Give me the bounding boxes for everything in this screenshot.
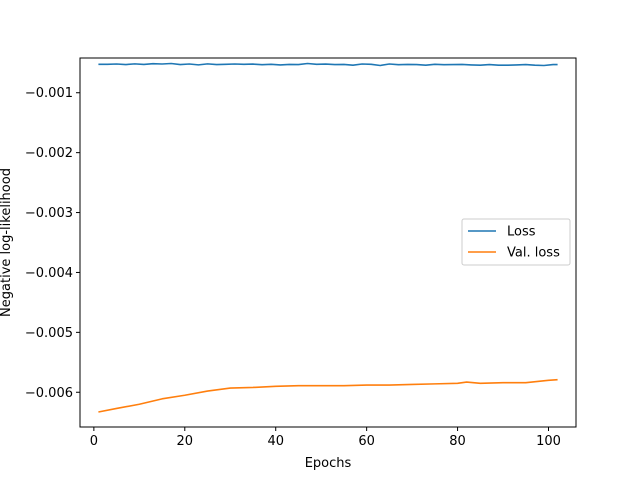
x-tick-label: 60 <box>358 434 375 449</box>
x-axis-ticks: 0 20 40 60 80 100 <box>90 427 561 449</box>
legend-label-0: Loss <box>507 225 536 240</box>
y-tick-label: −0.001 <box>25 86 73 101</box>
x-tick-label: 0 <box>90 434 98 449</box>
plot-frame <box>79 57 577 428</box>
x-tick-label: 100 <box>536 434 561 449</box>
series-line-0 <box>98 62 558 67</box>
y-tick-label: −0.002 <box>25 146 73 161</box>
plot-lines <box>98 62 558 413</box>
legend-label-1: Val. loss <box>507 246 560 261</box>
y-tick-label: −0.005 <box>25 326 73 341</box>
y-axis-label: Negative log-likelihood <box>0 168 14 317</box>
legend: Loss Val. loss <box>461 218 571 266</box>
series-line-1 <box>98 378 558 413</box>
x-tick-label: 20 <box>177 434 194 449</box>
x-tick-label: 40 <box>267 434 284 449</box>
x-tick-label: 80 <box>449 434 466 449</box>
y-tick-label: −0.003 <box>25 206 73 221</box>
y-axis-ticks: −0.006 −0.005 −0.004 −0.003 −0.002 −0.001 <box>25 86 80 401</box>
x-axis-label: Epochs <box>305 456 352 471</box>
y-tick-label: −0.006 <box>25 386 73 401</box>
y-tick-label: −0.004 <box>25 266 73 281</box>
